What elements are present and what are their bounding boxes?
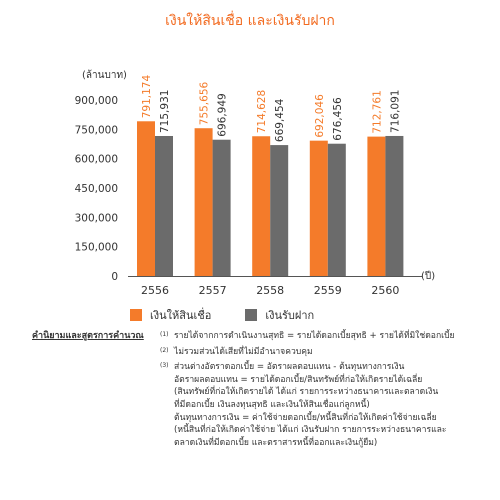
bar-chart: (ล้านบาท) 0 150,000 300,000 450,000 600,000 75… bbox=[75, 69, 436, 297]
legend-item-deposits: เงินรับฝาก bbox=[245, 306, 314, 324]
legend-swatch-deposits bbox=[245, 309, 258, 321]
definition-line: ตลาดเงินที่มีดอกเบี้ย และตราสารหนี้ที่ออ… bbox=[174, 437, 378, 448]
definitions-heading: คำนิยามและสูตรการคำนวณ bbox=[32, 331, 144, 341]
definition-line: ที่มีดอกเบี้ย เงินลงทุนสุทธิ และเงินให้ส… bbox=[174, 399, 370, 410]
footnote-marker: (3) bbox=[160, 362, 169, 370]
footnote-marker: (1) bbox=[160, 331, 169, 338]
definition-item: (1) รายได้จากการดำเนินงานสุทธิ = รายได้ดอ… bbox=[160, 330, 490, 343]
bar-deposits bbox=[212, 139, 231, 276]
definition-line: (สินทรัพย์ที่ก่อให้เกิดรายได้ ได้แก่ ราย… bbox=[174, 387, 439, 398]
bar-deposits bbox=[327, 143, 346, 276]
legend-item-loans: เงินให้สินเชื่อ bbox=[130, 306, 211, 324]
definition-text: ส่วนต่างอัตราดอกเบี้ย = อัตราผลตอบแทน - … bbox=[174, 361, 490, 449]
y-tick-label: 150,000 bbox=[75, 242, 118, 254]
definition-line: ส่วนต่างอัตราดอกเบี้ย = อัตราผลตอบแทน - … bbox=[174, 362, 405, 373]
chart-title: เงินให้สินเชื่อ และเงินรับฝาก bbox=[165, 13, 335, 29]
bar-deposits bbox=[385, 135, 404, 276]
definition-line: (หนี้สินที่ก่อให้เกิดค่าใช้จ่าย ได้แก่ เ… bbox=[174, 425, 447, 436]
data-label-loans: 714,628 bbox=[256, 90, 268, 133]
y-tick-label: 300,000 bbox=[75, 212, 118, 224]
bar-loans bbox=[252, 136, 271, 276]
data-label-loans: 791,174 bbox=[141, 75, 153, 119]
bar-loans bbox=[137, 121, 155, 277]
y-tick-label: 750,000 bbox=[75, 124, 118, 136]
definition-item: (2) ไม่รวมส่วนได้เสียที่ไม่มีอำนาจควบคุม bbox=[160, 346, 490, 359]
y-axis-title: (ล้านบาท) bbox=[82, 69, 127, 81]
x-tick-label: 2558 bbox=[256, 284, 284, 297]
x-tick-label: 2559 bbox=[314, 284, 342, 297]
bar-loans bbox=[309, 140, 328, 276]
x-tick-label: 2556 bbox=[141, 284, 169, 297]
x-tick-label: 2557 bbox=[199, 284, 227, 297]
bar-loans bbox=[194, 128, 213, 276]
data-label-deposits: 716,091 bbox=[389, 90, 401, 133]
data-label-deposits: 696,949 bbox=[217, 93, 229, 136]
bar-deposits bbox=[155, 135, 173, 276]
y-tick-label: 600,000 bbox=[75, 154, 118, 166]
footnote-marker: (2) bbox=[160, 346, 169, 354]
chart-legend: เงินให้สินเชื่อ เงินรับฝาก bbox=[130, 306, 348, 324]
data-label-deposits: 669,454 bbox=[274, 98, 286, 142]
data-label-loans: 712,761 bbox=[371, 90, 383, 133]
legend-label-loans: เงินให้สินเชื่อ bbox=[150, 309, 212, 322]
bar-loans bbox=[367, 136, 386, 276]
data-label-loans: 692,046 bbox=[314, 94, 326, 138]
definition-line: รายได้จากการดำเนินงานสุทธิ = รายได้ดอกเบ… bbox=[174, 331, 455, 341]
x-axis-title: (ปี) bbox=[421, 270, 435, 282]
x-tick-label: 2560 bbox=[371, 284, 399, 297]
definitions-list: (1) รายได้จากการดำเนินงานสุทธิ = รายได้ดอ… bbox=[160, 330, 490, 452]
data-label-loans: 755,656 bbox=[199, 81, 211, 125]
y-tick-label: 900,000 bbox=[75, 95, 118, 107]
y-tick-label: 450,000 bbox=[75, 183, 118, 195]
legend-label-deposits: เงินรับฝาก bbox=[265, 309, 315, 322]
definition-text: รายได้จากการดำเนินงานสุทธิ = รายได้ดอกเบ… bbox=[174, 330, 490, 343]
legend-swatch-loans bbox=[130, 309, 142, 321]
definition-item: (3) ส่วนต่างอัตราดอกเบี้ย = อัตราผลตอบแทน… bbox=[160, 361, 490, 449]
definition-line: ไม่รวมส่วนได้เสียที่ไม่มีอำนาจควบคุม bbox=[174, 346, 313, 357]
definition-text: ไม่รวมส่วนได้เสียที่ไม่มีอำนาจควบคุม bbox=[174, 346, 490, 359]
bar-deposits bbox=[270, 145, 289, 276]
data-label-deposits: 715,931 bbox=[159, 90, 171, 133]
definition-line: ต้นทุนทางการเงิน = ค่าใช้จ่ายดอกเบี้ย/หน… bbox=[174, 412, 437, 423]
definition-line: อัตราผลตอบแทน = รายได้ดอกเบี้ย/สินทรัพย์… bbox=[174, 374, 423, 385]
data-label-deposits: 676,456 bbox=[332, 97, 344, 141]
y-tick-label: 0 bbox=[111, 271, 118, 283]
